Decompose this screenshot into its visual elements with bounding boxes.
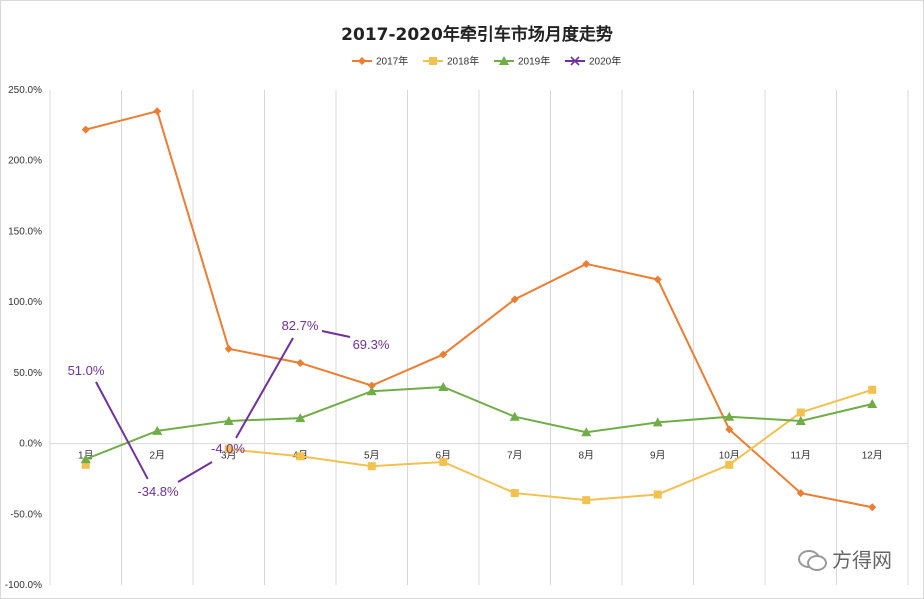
data-point bbox=[725, 460, 734, 469]
data-point bbox=[724, 411, 735, 421]
series-2017年 bbox=[81, 107, 877, 512]
series-2019年 bbox=[80, 382, 878, 464]
data-point bbox=[796, 408, 805, 417]
y-tick-label: 250.0% bbox=[8, 85, 42, 96]
data-point bbox=[653, 275, 662, 284]
x-tick-label: 2月 bbox=[149, 450, 165, 462]
data-point bbox=[795, 415, 806, 425]
data-point bbox=[224, 445, 233, 454]
data-point bbox=[81, 125, 90, 134]
wechat-icon bbox=[798, 548, 827, 571]
x-tick-label: 8月 bbox=[578, 450, 594, 462]
data-point bbox=[295, 413, 306, 423]
annotation-2020: -34.8% bbox=[137, 461, 213, 499]
data-point bbox=[366, 386, 377, 396]
y-tick-label: 50.0% bbox=[14, 368, 42, 379]
legend-label: 2020年 bbox=[589, 55, 621, 68]
chart-title: 2017-2020年牵引车市场月度走势 bbox=[341, 24, 613, 45]
legend: 2017年 2018年 2019年 2020年 bbox=[352, 55, 621, 68]
y-tick-label: 200.0% bbox=[8, 156, 42, 167]
data-point bbox=[224, 344, 233, 353]
data-point bbox=[438, 382, 449, 391]
watermark-text: 方得网 bbox=[832, 548, 892, 572]
x-tick-label: 10月 bbox=[719, 450, 740, 462]
data-point bbox=[582, 259, 591, 268]
y-axis: -100.0% -50.0% 0.0% 50.0% 100.0% 150.0% 200.0%… bbox=[5, 85, 42, 591]
data-point bbox=[796, 489, 805, 498]
legend-item: 2018年 bbox=[423, 55, 479, 68]
data-point bbox=[509, 411, 520, 421]
y-tick-label: 0.0% bbox=[19, 439, 42, 450]
grid bbox=[49, 90, 909, 585]
data-label: -4.0% bbox=[211, 441, 245, 456]
legend-label: 2017年 bbox=[376, 55, 408, 68]
data-point bbox=[867, 398, 878, 408]
data-point bbox=[439, 350, 448, 359]
legend-item: 2020年 bbox=[565, 55, 621, 68]
data-point bbox=[439, 457, 448, 466]
watermark: 方得网 bbox=[798, 544, 892, 573]
data-label: 69.3% bbox=[353, 337, 390, 352]
data-point bbox=[367, 462, 376, 471]
leader-line bbox=[95, 381, 149, 480]
data-point bbox=[296, 452, 305, 461]
data-label: 82.7% bbox=[282, 318, 319, 333]
y-tick-label: 150.0% bbox=[8, 226, 42, 237]
y-tick-label: -100.0% bbox=[5, 580, 42, 591]
data-point bbox=[652, 417, 663, 427]
data-point bbox=[868, 503, 877, 512]
leader-line bbox=[321, 330, 351, 338]
data-point bbox=[296, 358, 305, 367]
leader-line bbox=[235, 337, 294, 439]
series-line bbox=[85, 110, 873, 509]
legend-label: 2019年 bbox=[518, 55, 550, 68]
data-point bbox=[570, 56, 580, 66]
x-mark bbox=[570, 56, 580, 66]
data-point bbox=[152, 425, 163, 435]
data-point bbox=[582, 496, 591, 505]
data-label: 51.0% bbox=[68, 363, 105, 378]
annotations: 51.0% -34.8% -4.0% 82.7% 69.3% bbox=[68, 318, 390, 499]
data-point bbox=[653, 490, 662, 499]
x-tick-label: 12月 bbox=[862, 450, 883, 462]
series-layer bbox=[80, 107, 878, 512]
data-point bbox=[81, 460, 90, 469]
data-point bbox=[429, 57, 437, 65]
x-tick-label: 7月 bbox=[507, 450, 523, 462]
annotation-2020: 51.0% bbox=[68, 363, 149, 480]
annotation-2020: 69.3% bbox=[321, 330, 390, 352]
annotation-2020: -4.0% bbox=[211, 337, 294, 456]
data-point bbox=[868, 385, 877, 394]
x-tick-label: 5月 bbox=[364, 450, 380, 462]
y-tick-label: -50.0% bbox=[10, 509, 42, 520]
legend-item: 2017年 bbox=[352, 55, 408, 68]
x-tick-label: 11月 bbox=[791, 450, 811, 462]
data-point bbox=[153, 107, 162, 116]
data-point bbox=[581, 427, 592, 437]
leader-line bbox=[177, 461, 213, 483]
y-tick-label: 100.0% bbox=[8, 297, 42, 308]
data-label: -34.8% bbox=[137, 484, 179, 499]
series-line bbox=[228, 388, 873, 502]
data-point bbox=[725, 425, 734, 434]
data-point bbox=[223, 415, 234, 425]
series-2018年 bbox=[81, 385, 877, 505]
x-tick-label: 9月 bbox=[650, 450, 666, 462]
annotation-2020: 82.7% bbox=[282, 318, 319, 333]
data-point bbox=[80, 454, 91, 464]
data-point bbox=[367, 381, 376, 390]
data-point bbox=[510, 489, 519, 498]
data-point bbox=[499, 56, 509, 65]
data-point bbox=[358, 57, 366, 65]
legend-item: 2019年 bbox=[494, 55, 550, 68]
data-point bbox=[510, 295, 519, 304]
series-line bbox=[85, 385, 873, 461]
legend-label: 2018年 bbox=[447, 55, 479, 68]
